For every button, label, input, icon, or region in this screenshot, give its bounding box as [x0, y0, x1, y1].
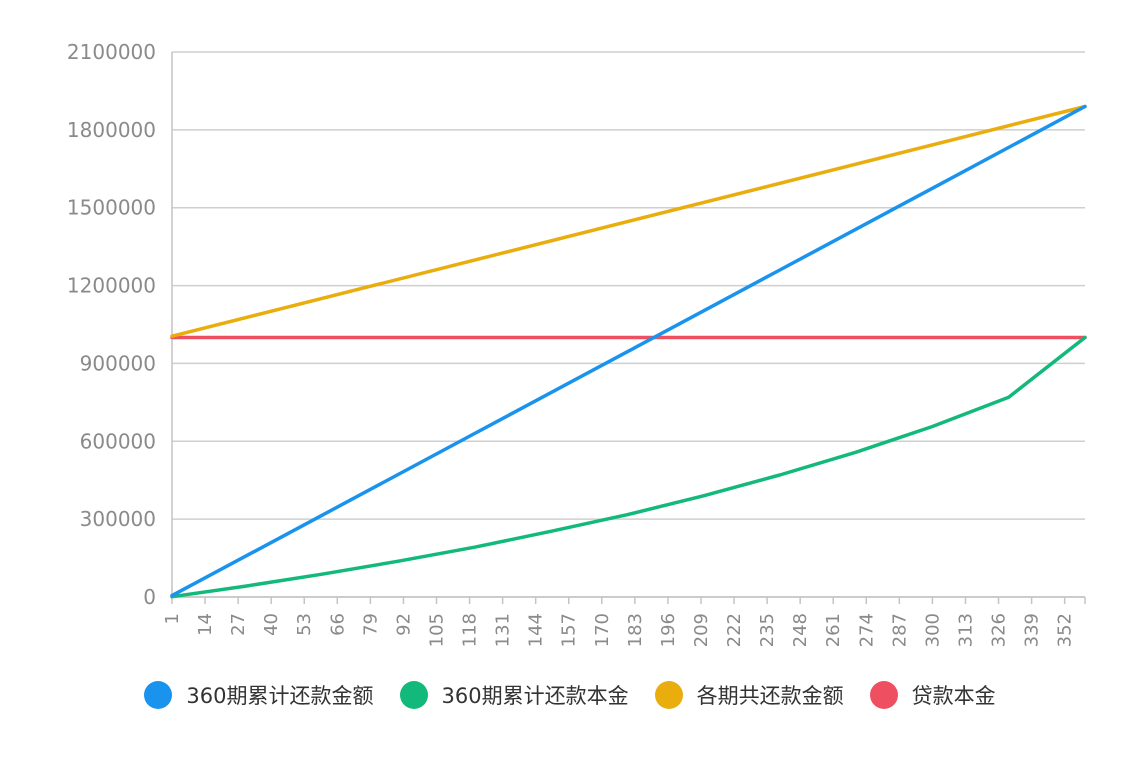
x-tick-label: 313	[955, 613, 976, 647]
legend-item-total-principal[interactable]: 360期累计还款本金	[399, 680, 629, 710]
y-tick-label: 300000	[80, 507, 156, 531]
x-tick-label: 170	[592, 613, 613, 647]
y-tick-label: 600000	[80, 429, 156, 453]
series-line	[170, 104, 1087, 598]
x-tick-label: 339	[1022, 613, 1043, 647]
x-tick-label: 1	[162, 613, 183, 624]
x-tick-label: 105	[426, 613, 447, 647]
legend-label: 360期累计还款金额	[186, 684, 374, 708]
x-tick-label: 14	[195, 613, 216, 636]
x-tick-label: 92	[393, 613, 414, 636]
legend-item-total-repayment[interactable]: 360期累计还款金额	[144, 680, 374, 710]
x-tick-label: 274	[856, 613, 877, 647]
x-tick-label: 196	[658, 613, 679, 647]
x-tick-label: 248	[790, 613, 811, 647]
x-tick-label: 40	[261, 613, 282, 636]
legend-marker	[869, 681, 898, 709]
x-tick-label: 144	[526, 613, 547, 647]
legend-label: 各期共还款金额	[696, 684, 844, 708]
y-tick-label: 900000	[80, 351, 156, 375]
x-tick-label: 261	[823, 613, 844, 647]
x-tick-label: 352	[1055, 613, 1076, 647]
y-tick-label: 2100000	[67, 40, 156, 64]
y-tick-label: 1800000	[67, 118, 156, 142]
x-tick-label: 53	[294, 613, 315, 636]
series-lines	[170, 104, 1087, 599]
legend-marker	[399, 681, 428, 709]
legend-item-period-repayment[interactable]: 各期共还款金额	[654, 680, 844, 710]
legend-label: 贷款本金	[911, 684, 996, 708]
series-line	[170, 104, 1087, 338]
y-tick-label: 0	[143, 585, 156, 609]
x-tick-label: 235	[757, 613, 778, 647]
line-chart: 0 300000 600000 900000 1200000 1500000 1800000…	[67, 40, 1087, 647]
x-tick-label: 183	[625, 613, 646, 647]
x-tick-label: 66	[327, 613, 348, 636]
y-tick-label: 1500000	[67, 196, 156, 220]
x-tick-label: 222	[724, 613, 745, 647]
legend-label: 360期累计还款本金	[441, 684, 629, 708]
x-tick-label: 157	[559, 613, 580, 647]
x-axis: 1 14 27 40 53 66 79 92 105 118 131 144 157 170 183 196 2…	[162, 597, 1086, 647]
legend-marker	[144, 681, 173, 709]
x-tick-label: 326	[989, 613, 1010, 647]
x-tick-label: 131	[493, 613, 514, 647]
x-tick-label: 118	[460, 613, 481, 647]
x-tick-label: 27	[228, 613, 249, 636]
legend: 360期累计还款金额 360期累计还款本金 各期共还款金额 贷款本金	[0, 680, 1140, 710]
x-tick-label: 79	[360, 613, 381, 636]
x-tick-label: 209	[691, 613, 712, 647]
y-axis: 0 300000 600000 900000 1200000 1500000 1800000…	[67, 40, 156, 609]
series-line	[170, 335, 1087, 599]
legend-item-loan-principal[interactable]: 贷款本金	[869, 680, 996, 710]
legend-marker	[654, 681, 683, 709]
y-tick-label: 1200000	[67, 274, 156, 298]
x-tick-label: 287	[889, 613, 910, 647]
x-tick-label: 300	[922, 613, 943, 647]
